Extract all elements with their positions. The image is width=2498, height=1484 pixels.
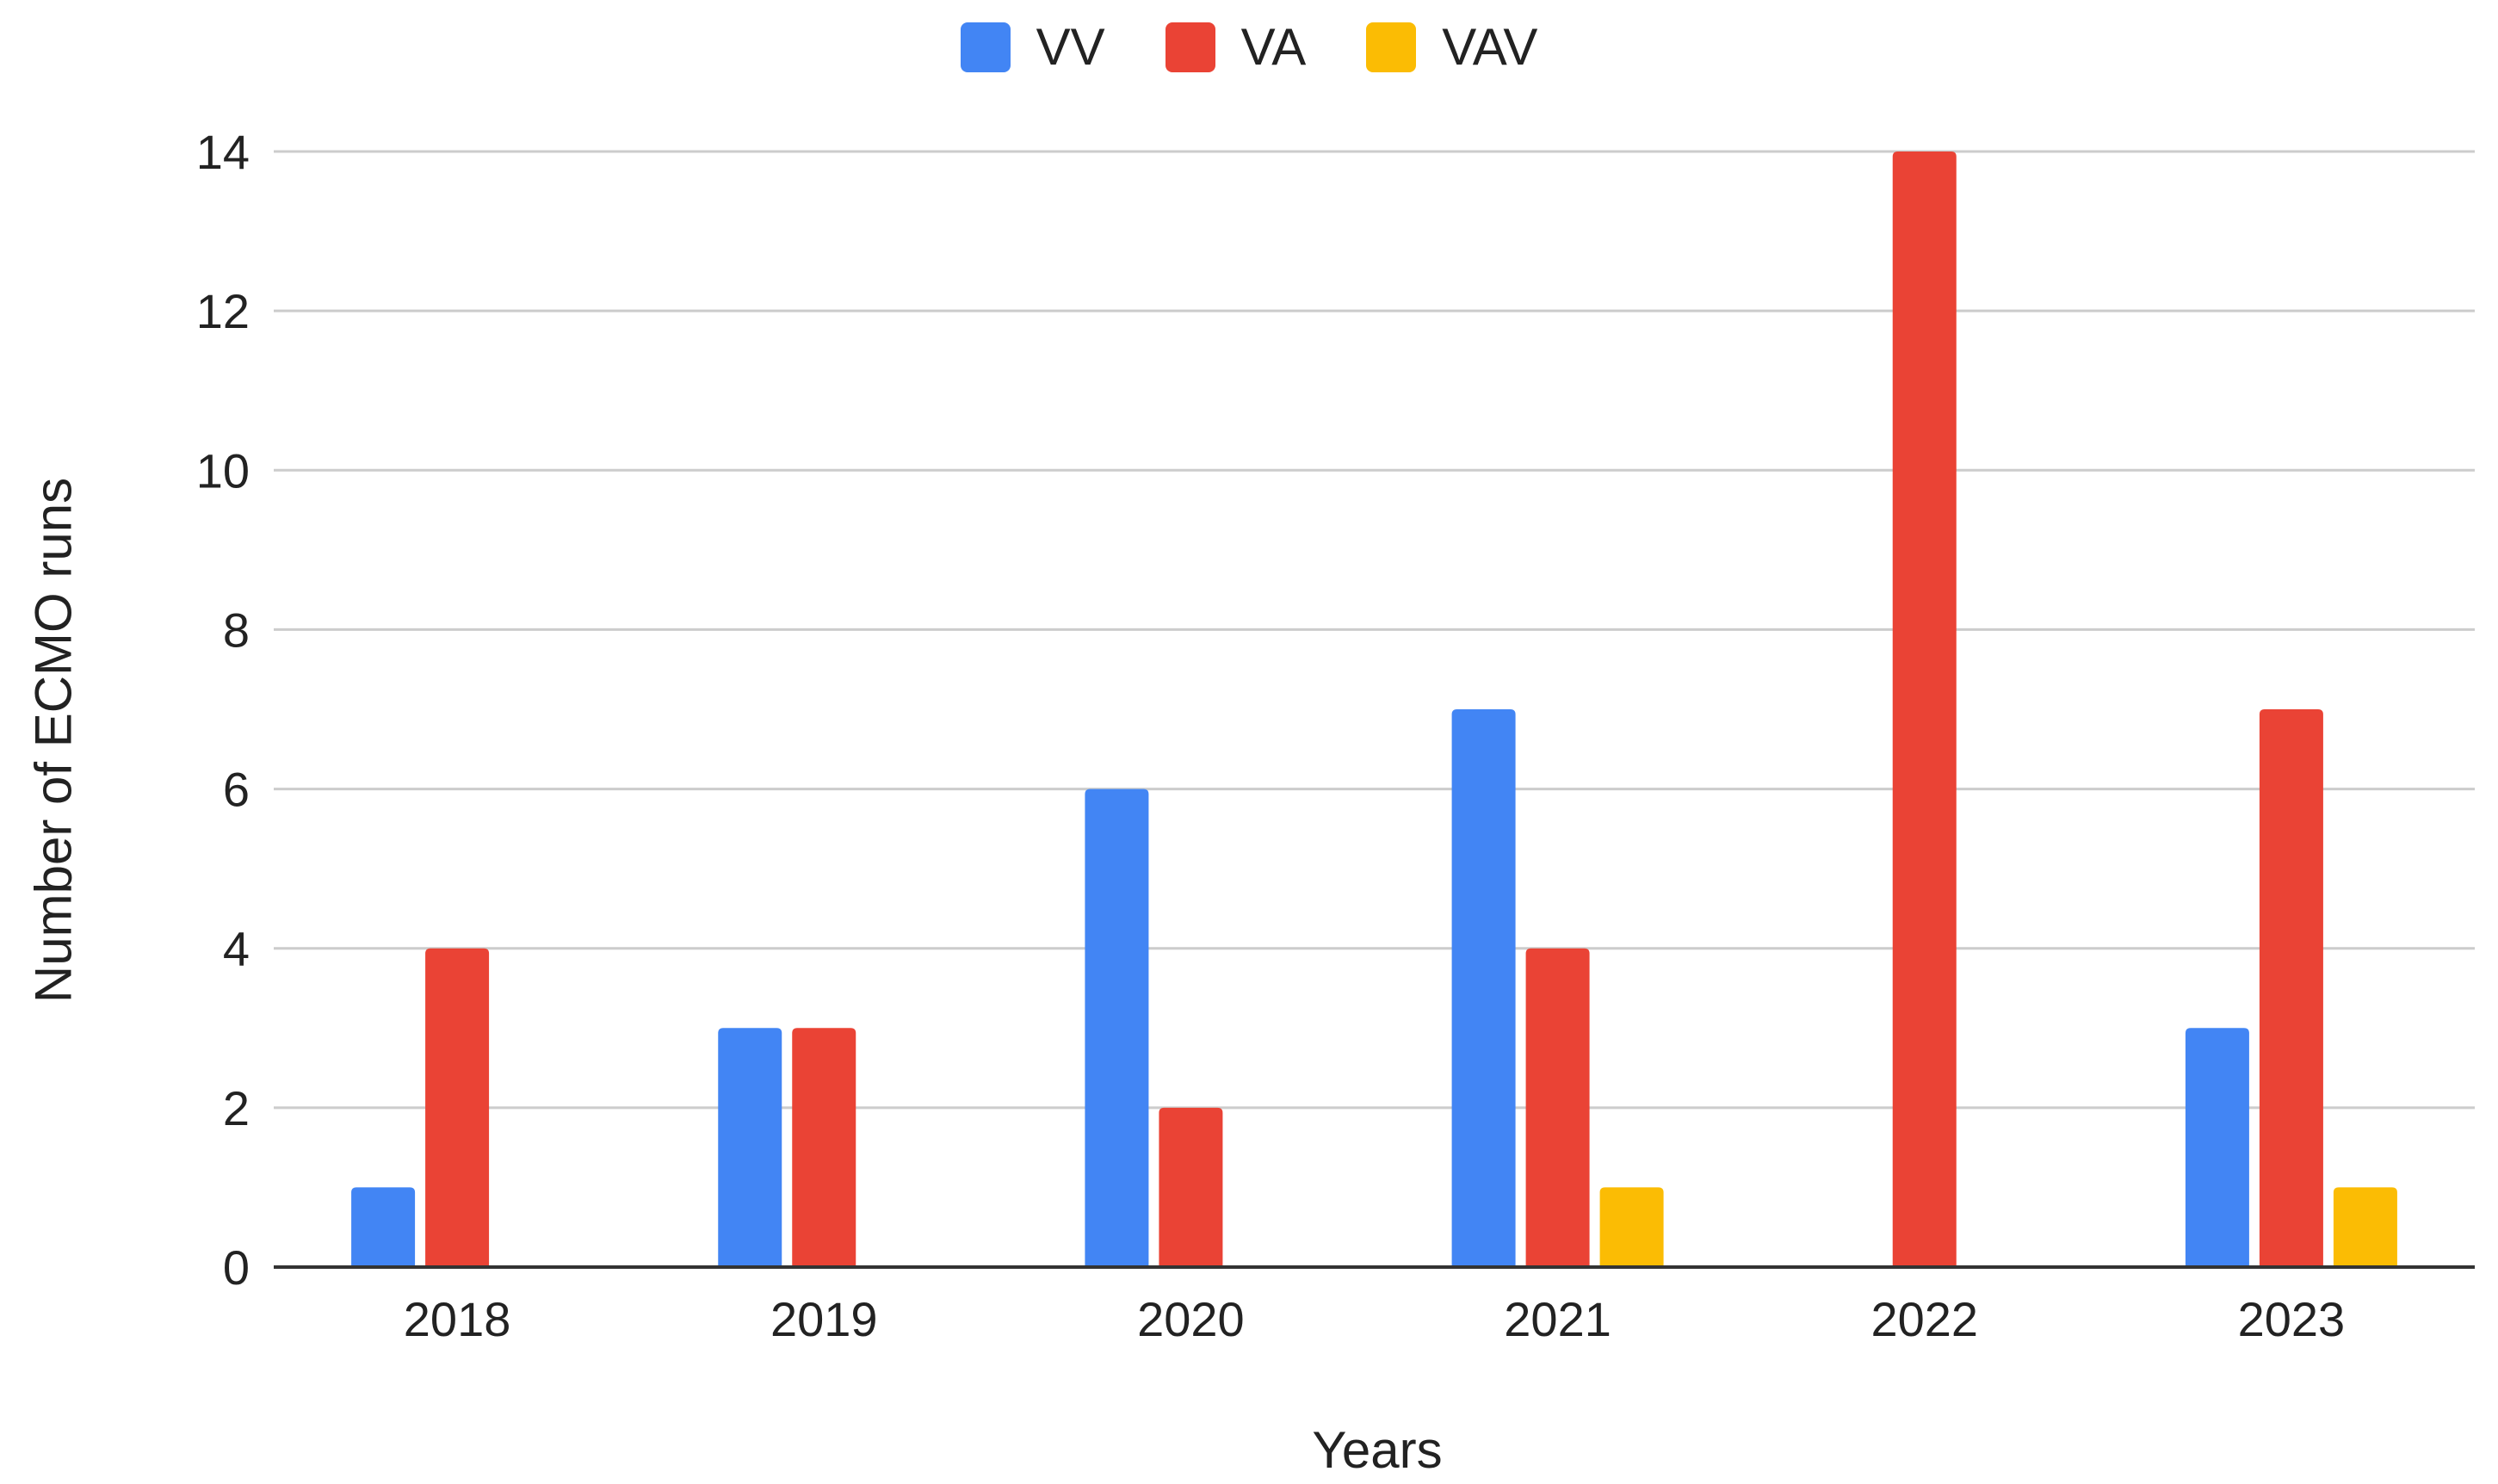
bar-va-2020: [1159, 1107, 1223, 1267]
legend-item-vv: VV: [960, 17, 1105, 77]
bar-vav-2023: [2333, 1187, 2397, 1267]
bar-va-2023: [2259, 709, 2323, 1267]
bar-va-2019: [792, 1028, 856, 1267]
y-tick-label: 14: [196, 125, 250, 179]
y-tick-label: 0: [223, 1240, 250, 1295]
y-tick-label: 12: [196, 284, 250, 338]
y-axis-label: Number of ECMO runs: [24, 477, 83, 1004]
legend-label-vv: VV: [1036, 18, 1105, 76]
bar-va-2018: [425, 948, 490, 1267]
x-tick-label: 2018: [404, 1292, 511, 1346]
y-tick-label: 10: [196, 443, 250, 498]
legend-swatch-vv: [960, 22, 1011, 72]
legend-item-vav: VAV: [1366, 17, 1537, 77]
y-tick-label: 2: [223, 1081, 250, 1135]
bar-va-2022: [1892, 151, 1957, 1267]
legend-item-va: VA: [1165, 17, 1307, 77]
legend-label-va: VA: [1240, 18, 1307, 76]
y-tick-label: 8: [223, 603, 250, 657]
x-tick-label: 2023: [2238, 1292, 2346, 1346]
legend: VV VA VAV: [0, 17, 2498, 77]
x-tick-label: 2022: [1870, 1292, 1978, 1346]
bar-vv-2023: [2185, 1028, 2249, 1267]
y-tick-label: 4: [223, 922, 250, 976]
x-axis-label: Years: [1312, 1421, 1443, 1479]
legend-swatch-va: [1165, 22, 1215, 72]
bar-vv-2018: [351, 1187, 416, 1267]
bar-vav-2021: [1599, 1187, 1664, 1267]
legend-label-vav: VAV: [1442, 18, 1538, 76]
x-tick-label: 2021: [1504, 1292, 1611, 1346]
x-tick-label: 2020: [1137, 1292, 1245, 1346]
legend-swatch-vav: [1366, 22, 1417, 72]
bar-vv-2019: [718, 1028, 782, 1267]
x-tick-label: 2019: [770, 1292, 878, 1346]
bar-vv-2020: [1085, 788, 1149, 1267]
y-tick-label: 6: [223, 763, 250, 817]
bar-va-2021: [1525, 948, 1590, 1267]
bar-vv-2021: [1451, 709, 1516, 1267]
